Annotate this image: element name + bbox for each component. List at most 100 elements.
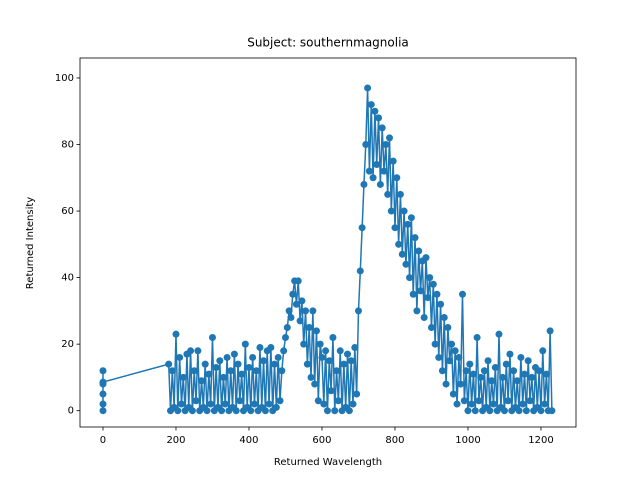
data-point xyxy=(207,400,215,408)
data-point xyxy=(261,407,269,415)
data-point xyxy=(424,294,432,302)
data-point xyxy=(524,357,532,365)
data-point xyxy=(462,367,470,375)
x-tick-label: 0 xyxy=(100,435,106,446)
data-point xyxy=(382,141,390,149)
x-tick-label: 600 xyxy=(312,435,331,446)
data-point xyxy=(205,370,213,378)
x-tick-label: 800 xyxy=(385,435,404,446)
y-tick-label: 100 xyxy=(55,73,74,84)
data-point xyxy=(400,207,408,215)
y-tick-label: 80 xyxy=(61,140,74,151)
data-point xyxy=(333,367,341,375)
data-point xyxy=(535,367,543,375)
data-point xyxy=(477,373,485,381)
data-point xyxy=(404,220,412,228)
data-point xyxy=(172,330,180,338)
data-point xyxy=(187,347,195,355)
data-point xyxy=(309,307,317,315)
data-point xyxy=(522,407,530,415)
data-point xyxy=(278,367,286,375)
y-tick-label: 20 xyxy=(61,339,74,350)
data-point xyxy=(294,277,302,285)
data-point xyxy=(281,333,289,341)
data-point xyxy=(298,297,306,305)
data-point xyxy=(241,340,249,348)
data-point xyxy=(230,350,238,358)
data-point xyxy=(521,370,529,378)
data-point xyxy=(272,403,280,411)
data-point xyxy=(453,400,461,408)
data-point xyxy=(455,353,463,361)
data-point xyxy=(542,370,550,378)
data-point xyxy=(458,290,466,298)
data-point xyxy=(99,378,107,386)
data-point xyxy=(449,390,457,398)
data-point xyxy=(435,353,443,361)
data-point xyxy=(234,360,242,368)
data-point xyxy=(322,347,330,355)
data-point xyxy=(369,174,377,182)
data-point xyxy=(367,101,375,109)
data-point xyxy=(265,400,273,408)
data-point xyxy=(302,307,310,315)
data-point xyxy=(437,300,445,308)
data-point xyxy=(460,397,468,405)
axes-frame xyxy=(79,57,577,428)
data-point xyxy=(245,363,253,371)
data-point xyxy=(431,340,439,348)
data-point xyxy=(201,360,209,368)
data-point xyxy=(232,407,240,415)
data-point xyxy=(457,380,465,388)
data-point xyxy=(227,367,235,375)
data-point xyxy=(305,324,313,332)
x-axis-label: Returned Wavelength xyxy=(274,457,382,468)
data-point xyxy=(395,240,403,248)
data-point xyxy=(192,397,200,405)
data-point xyxy=(198,377,206,385)
data-point xyxy=(307,373,315,381)
data-point xyxy=(260,357,268,365)
data-point xyxy=(252,367,260,375)
data-point xyxy=(289,290,297,298)
data-point xyxy=(287,314,295,322)
data-point xyxy=(194,347,202,355)
x-tick-label: 1200 xyxy=(528,435,553,446)
data-point xyxy=(320,400,328,408)
data-point xyxy=(484,357,492,365)
data-point xyxy=(354,307,362,315)
data-point xyxy=(238,370,246,378)
data-point xyxy=(323,407,331,415)
data-point xyxy=(345,407,353,415)
data-point xyxy=(256,343,264,351)
data-point xyxy=(415,247,423,255)
data-point xyxy=(360,180,368,188)
data-point xyxy=(385,134,393,142)
data-point xyxy=(316,340,324,348)
data-point xyxy=(165,360,173,368)
data-point xyxy=(223,353,231,361)
data-point xyxy=(376,180,384,188)
x-tick-label: 400 xyxy=(239,435,258,446)
data-point xyxy=(475,397,483,405)
data-point xyxy=(276,397,284,405)
data-point xyxy=(212,363,220,371)
data-point xyxy=(468,400,476,408)
data-point xyxy=(362,141,370,149)
data-point xyxy=(327,387,335,395)
data-point xyxy=(250,400,258,408)
data-point xyxy=(515,407,523,415)
data-point xyxy=(236,397,244,405)
data-point xyxy=(179,373,187,381)
data-point xyxy=(303,360,311,368)
data-point xyxy=(442,380,450,388)
data-point xyxy=(292,300,300,308)
data-point xyxy=(448,340,456,348)
data-point xyxy=(336,347,344,355)
data-point xyxy=(280,347,288,355)
data-point xyxy=(500,407,508,415)
data-point xyxy=(318,353,326,361)
data-point xyxy=(517,353,525,361)
data-point xyxy=(440,314,448,322)
